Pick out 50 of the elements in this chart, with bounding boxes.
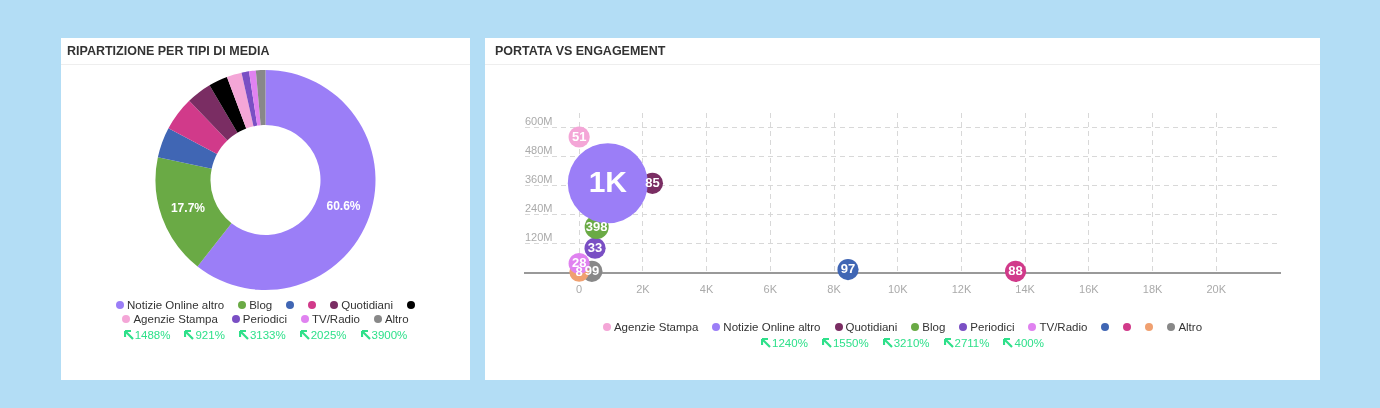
- legend-label: Blog: [922, 321, 946, 333]
- x-tick-label: 12K: [951, 282, 972, 295]
- annotation: 51: [571, 128, 587, 144]
- legend-label: Agenzie Stampa: [133, 313, 218, 325]
- y-tick-label: 360M: [525, 172, 553, 185]
- x-tick-label: 20K: [1206, 282, 1227, 295]
- text: 3900%: [371, 329, 408, 341]
- legend-label: Quotidiani: [845, 321, 898, 333]
- x-tick-label: 16K: [1079, 282, 1100, 295]
- y-tick-label: 600M: [525, 114, 553, 127]
- text: 1488%: [134, 329, 171, 341]
- x-tick-label: 6K: [763, 282, 778, 295]
- x-tick-label: 18K: [1142, 282, 1164, 295]
- legend-label: Blog: [249, 299, 273, 311]
- text: 1240%: [772, 337, 808, 349]
- annotation: 97: [840, 261, 856, 277]
- x-tick-label: 8K: [827, 282, 842, 295]
- text: 2025%: [310, 329, 347, 341]
- x-tick-label: 4K: [699, 282, 714, 295]
- chart-title: RIPARTIZIONE PER TIPI DI MEDIA: [61, 38, 470, 65]
- x-tick-label: 0: [576, 282, 583, 295]
- y-tick-label: 120M: [525, 230, 553, 243]
- legend-label: TV/Radio: [1039, 321, 1088, 333]
- annotation: 88: [1008, 262, 1023, 278]
- y-tick-label: 480M: [525, 143, 553, 156]
- text: 921%: [195, 329, 225, 341]
- text: 3210%: [893, 337, 930, 349]
- annotation: 398: [585, 218, 608, 234]
- text: 1550%: [832, 337, 869, 349]
- legend-label: Periodici: [970, 321, 1015, 333]
- text: 2711%: [954, 337, 990, 349]
- text: 3133%: [249, 329, 286, 341]
- chart-title: PORTATA VS ENGAGEMENT: [485, 38, 1320, 65]
- annotation: 33: [587, 239, 603, 255]
- legend-label: Altro: [384, 313, 409, 325]
- x-tick-label: 2K: [636, 282, 651, 295]
- y-tick-label: 240M: [525, 201, 553, 214]
- legend-label: Quotidiani: [341, 299, 393, 311]
- legend-label: Altro: [1178, 321, 1203, 333]
- x-tick-label: 10K: [887, 282, 909, 295]
- legend-label: Notizie Online altro: [723, 321, 821, 333]
- legend-label: Periodici: [242, 313, 287, 325]
- data-label: 17.7%: [170, 200, 206, 215]
- text: 400%: [1014, 337, 1044, 349]
- annotation: 1K: [588, 164, 628, 198]
- x-tick-label: 14K: [1015, 282, 1036, 295]
- data-label: 60.6%: [326, 199, 361, 214]
- legend-label: Agenzie Stampa: [613, 321, 699, 333]
- legend-label: TV/Radio: [311, 313, 360, 325]
- legend-label: Notizie Online altro: [127, 299, 225, 311]
